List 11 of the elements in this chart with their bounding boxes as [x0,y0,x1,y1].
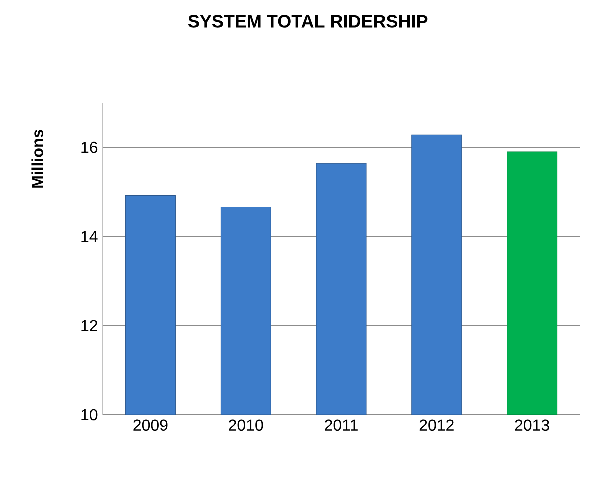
x-tick-label: 2011 [325,420,358,432]
y-tick-label: 14 [82,231,98,242]
x-tick-label: 2009 [134,420,168,432]
y-tick-label: 10 [82,409,98,421]
chart-title: SYSTEM TOTAL RIDERSHIP [188,15,428,28]
y-axis-title: Millions [32,130,44,188]
x-tick-label: 2013 [515,420,550,432]
x-tick-label: 2012 [420,420,454,432]
y-tick-label: 12 [82,320,98,332]
y-tick-label: 16 [82,142,98,154]
x-tick-label: 2010 [229,420,264,432]
